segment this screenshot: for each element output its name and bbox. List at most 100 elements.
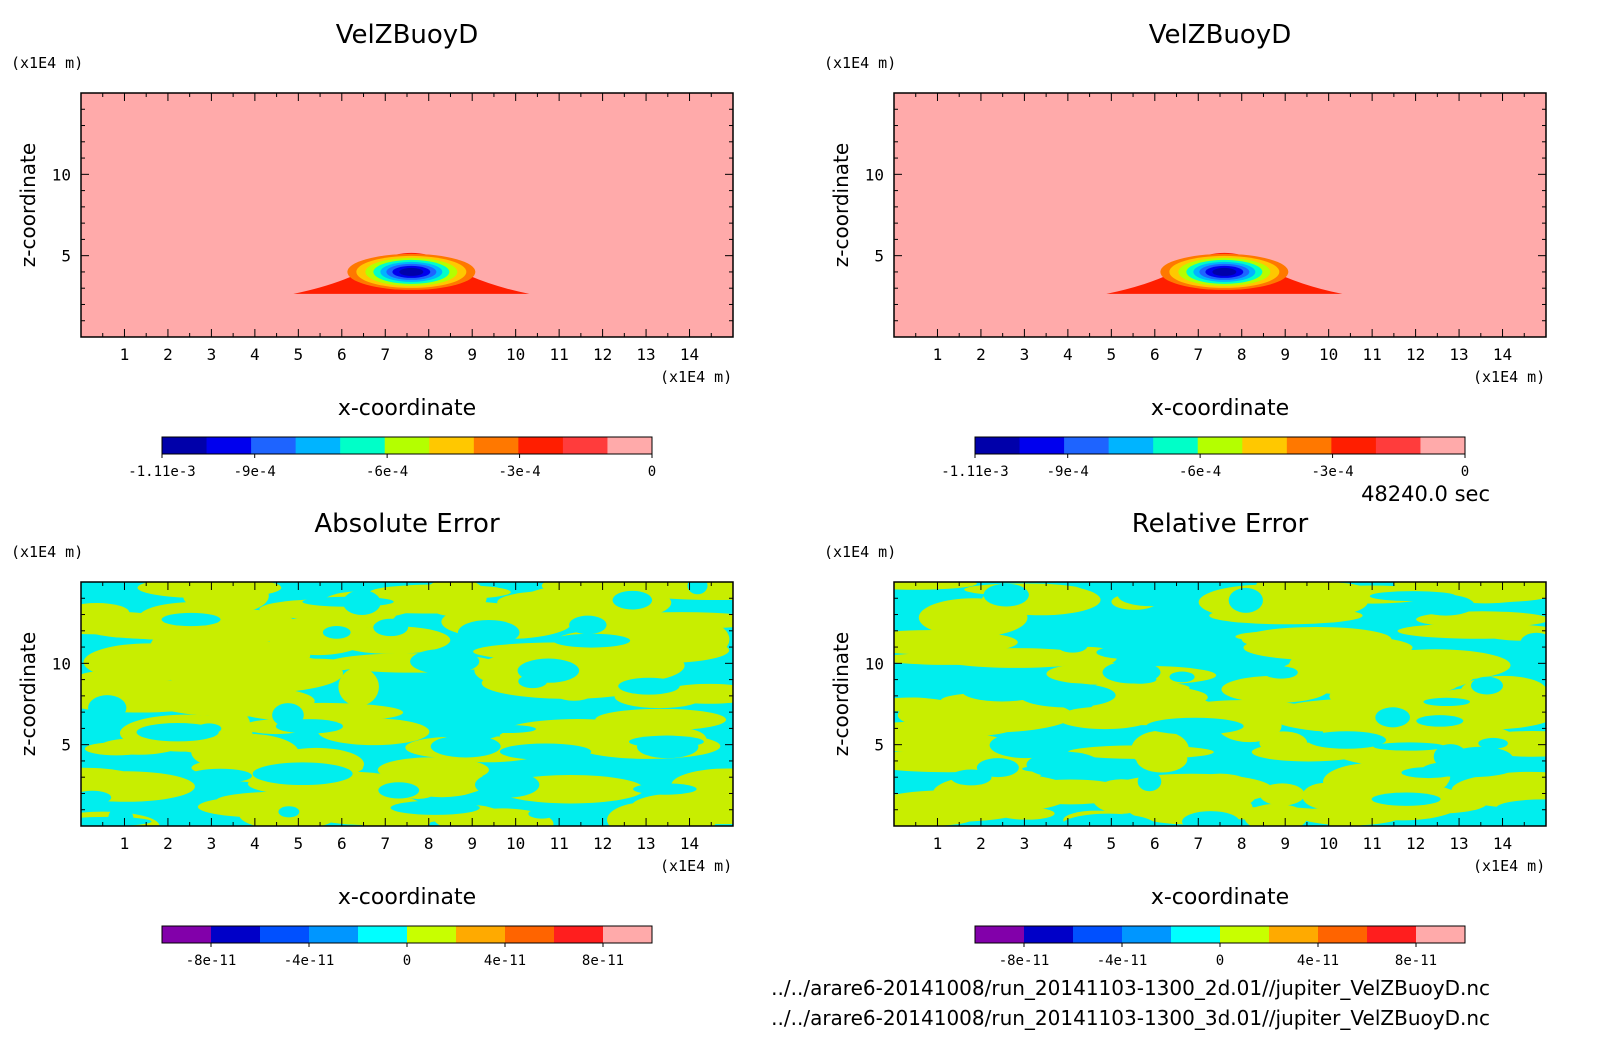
- field-patch: [1243, 634, 1413, 661]
- colorbar-cell: [1024, 926, 1074, 943]
- chart-panel-2: VelZBuoyD(x1E4 m)(x1E4 m)1 2 3 4 5 6 7 8 9 10 11 12…: [824, 20, 1547, 480]
- y-tick-label: 5: [874, 247, 884, 266]
- chart-title: VelZBuoyD: [336, 20, 478, 50]
- colorbar-cell: [309, 926, 359, 943]
- feature-contour: [1212, 267, 1237, 276]
- colorbar-tick-label: -1.11e-3: [128, 464, 195, 480]
- x-tick-label: 11: [550, 834, 569, 853]
- field-patch: [894, 721, 1011, 738]
- colorbar-tick-label: -3e-4: [498, 464, 540, 480]
- field-patch: [436, 716, 505, 741]
- colorbar: -8e-11 -4e-11 0 4e-11 8e-11: [974, 925, 1466, 969]
- source-file-line-2: ../../arare6-20141008/run_20141103-1300_…: [771, 1006, 1490, 1030]
- field-patch: [1491, 705, 1546, 719]
- y-tick-label: 10: [865, 165, 884, 184]
- field-patch: [278, 806, 300, 818]
- field-patch: [640, 582, 733, 596]
- x-tick-label: 5: [1107, 834, 1117, 853]
- x-tick-label: 10: [506, 345, 525, 364]
- field-patch: [188, 768, 252, 784]
- x-axis-label: x-coordinate: [1151, 396, 1289, 421]
- x-tick-label: 13: [636, 834, 655, 853]
- x-tick-label: 13: [1449, 345, 1468, 364]
- field-patch: [1307, 731, 1387, 749]
- y-tick-label: 10: [865, 654, 884, 673]
- field-patch: [81, 816, 152, 826]
- field-patch: [404, 588, 481, 609]
- field-patch: [1057, 638, 1088, 653]
- x-tick-label: 9: [1280, 834, 1290, 853]
- x-tick-label: 4: [1063, 345, 1073, 364]
- x-tick-label: 3: [207, 834, 217, 853]
- x-axis-label: x-coordinate: [1151, 885, 1289, 910]
- colorbar-cell: [603, 926, 653, 943]
- x-tick-label: 5: [294, 834, 304, 853]
- x-tick-label: 4: [250, 834, 260, 853]
- y-tick-label: 5: [61, 736, 71, 755]
- x-tick-label: 6: [337, 834, 347, 853]
- x-tick-label: 7: [1193, 834, 1203, 853]
- field-patch: [1244, 803, 1308, 826]
- field-patch: [894, 813, 970, 826]
- plot-area: [894, 93, 1546, 337]
- x-tick-label: 8: [424, 345, 434, 364]
- chart-panel-4: Relative Error(x1E4 m)(x1E4 m)1 2 3 4 5 6 7 8 9 1…: [824, 509, 1547, 969]
- colorbar-cell: [1242, 437, 1288, 454]
- x-axis-label: x-coordinate: [338, 885, 476, 910]
- chart-title: Absolute Error: [314, 509, 500, 539]
- field-patch: [1137, 771, 1162, 792]
- field-patch: [373, 618, 409, 637]
- x-tick-label: 5: [1107, 345, 1117, 364]
- field-patch: [1397, 623, 1546, 639]
- colorbar-cell: [1153, 437, 1199, 454]
- colorbar-cell: [1286, 437, 1332, 454]
- x-tick-label: 13: [1449, 834, 1468, 853]
- colorbar-tick-label: -1.11e-3: [941, 464, 1008, 480]
- field-patch: [1520, 632, 1546, 654]
- colorbar-cell: [1318, 926, 1368, 943]
- colorbar-cell: [1171, 926, 1221, 943]
- field-patch: [918, 598, 1028, 637]
- field-patch: [84, 742, 149, 756]
- colorbar-cell: [1420, 437, 1466, 454]
- y-tick-label: 5: [874, 736, 884, 755]
- field-patch: [1451, 771, 1546, 809]
- x-tick-label: 7: [380, 345, 390, 364]
- x-tick-label: 12: [593, 834, 612, 853]
- field-patch: [1401, 767, 1456, 779]
- colorbar-cell: [562, 437, 608, 454]
- field-patch: [1375, 707, 1410, 728]
- field-patch: [894, 773, 929, 786]
- colorbar-tick-label: 0: [648, 464, 656, 480]
- colorbar: -1.11e-3 -9e-4 -6e-4 -3e-4 0: [941, 436, 1469, 480]
- field-patch: [378, 782, 420, 799]
- colorbar-cell: [1122, 926, 1172, 943]
- colorbar-cell: [384, 437, 430, 454]
- x-tick-label: 8: [1237, 345, 1247, 364]
- field-patch: [1121, 635, 1216, 654]
- x-tick-label: 2: [976, 345, 986, 364]
- colorbar-tick-label: 4e-11: [1297, 953, 1339, 969]
- field-patch: [1026, 751, 1101, 778]
- field-patch: [671, 768, 733, 802]
- colorbar-tick-label: 0: [1461, 464, 1469, 480]
- colorbar-tick-label: 4e-11: [484, 953, 526, 969]
- field-patch: [643, 759, 684, 773]
- field-patch: [161, 612, 221, 627]
- field-patch: [1182, 811, 1240, 826]
- field-patch: [569, 615, 607, 635]
- colorbar-cell: [1269, 926, 1319, 943]
- field-patch: [81, 771, 195, 802]
- x-tick-label: 1: [933, 834, 943, 853]
- x-tick-label: 14: [680, 345, 699, 364]
- field-patch: [390, 800, 480, 815]
- colorbar-tick-label: -9e-4: [234, 464, 276, 480]
- y-axis-label: z-coordinate: [829, 143, 853, 267]
- field-patch: [1298, 805, 1402, 826]
- field-patch: [430, 735, 501, 758]
- colorbar-cell: [1375, 437, 1421, 454]
- x-unit-label: (x1E4 m): [1473, 857, 1545, 875]
- field-patch: [1090, 694, 1218, 726]
- field-patch: [170, 736, 272, 755]
- x-tick-label: 3: [207, 345, 217, 364]
